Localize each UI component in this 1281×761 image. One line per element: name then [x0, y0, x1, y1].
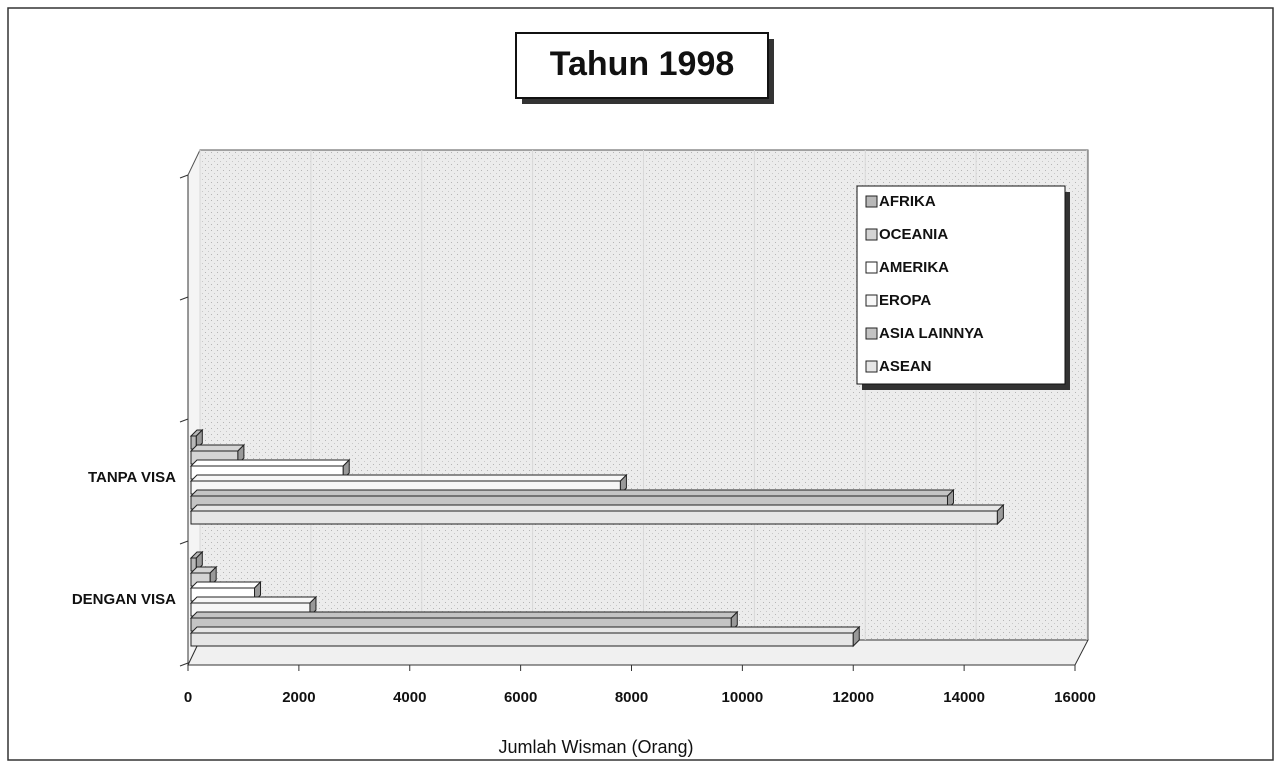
bar-top — [189, 444, 246, 452]
legend-label: EROPA — [879, 292, 931, 309]
bar-top — [189, 581, 262, 589]
x-tick-label: 0 — [184, 689, 192, 706]
bar-top — [189, 611, 739, 619]
legend-label: AFRIKA — [879, 193, 936, 210]
x-tick-label: 14000 — [943, 689, 985, 706]
bar-end — [852, 625, 860, 648]
y-tick-label: TANPA VISA — [88, 469, 176, 486]
legend-label: OCEANIA — [879, 226, 948, 243]
bar-top — [189, 596, 318, 604]
bar-top — [189, 489, 955, 497]
bar-end — [996, 503, 1004, 526]
legend-swatch — [865, 228, 878, 241]
bar — [190, 632, 854, 647]
x-axis-title: Jumlah Wisman (Orang) — [498, 737, 693, 757]
bar — [190, 510, 998, 525]
x-tick-label: 12000 — [832, 689, 874, 706]
legend-label: ASEAN — [879, 358, 932, 375]
x-tick-label: 10000 — [722, 689, 764, 706]
y-tick-label: DENGAN VISA — [72, 591, 176, 608]
legend-swatch — [865, 294, 878, 307]
legend-swatch — [865, 261, 878, 274]
category-ticks — [179, 174, 189, 667]
x-tick-label: 8000 — [615, 689, 648, 706]
bar-end — [195, 550, 203, 573]
legend-label: AMERIKA — [879, 259, 949, 276]
x-tick-label: 6000 — [504, 689, 537, 706]
bar-top — [189, 504, 1005, 512]
legend-swatch — [865, 195, 878, 208]
x-tick-label: 16000 — [1054, 689, 1096, 706]
legend-swatch — [865, 360, 878, 373]
x-tick-label: 2000 — [282, 689, 315, 706]
legend-swatch — [865, 327, 878, 340]
bar-top — [189, 459, 351, 467]
bar-end — [195, 428, 203, 451]
chart-title: Tahun 1998 — [550, 45, 735, 83]
legend — [856, 185, 1066, 385]
x-tick-label: 4000 — [393, 689, 426, 706]
title-box — [515, 32, 769, 99]
legend-label: ASIA LAINNYA — [879, 325, 984, 342]
bar-top — [189, 474, 628, 482]
bar-top — [189, 626, 861, 634]
